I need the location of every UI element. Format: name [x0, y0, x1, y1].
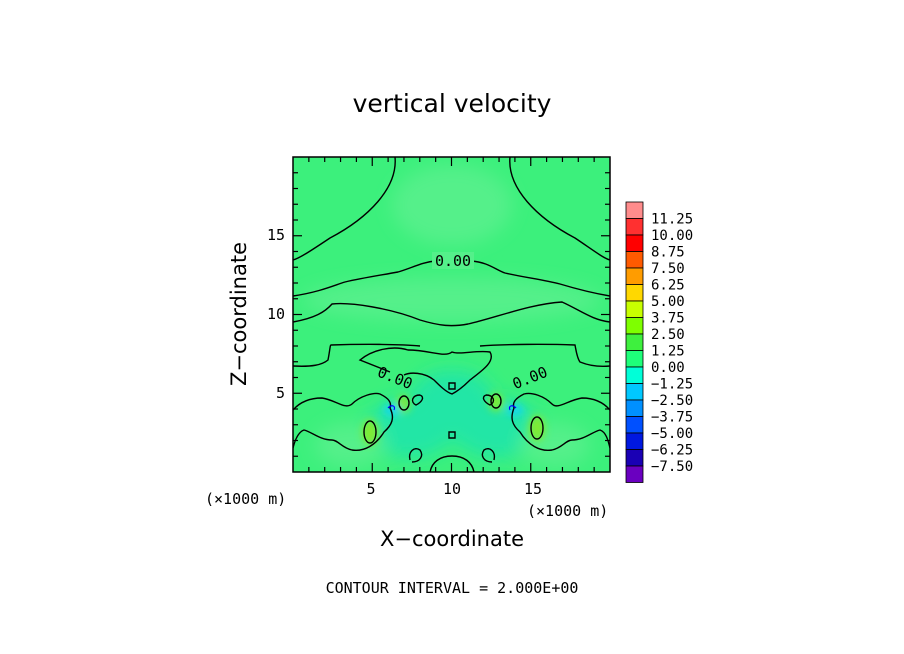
contour-lower-band	[293, 343, 610, 368]
colorbar-swatch	[625, 218, 644, 236]
contour-dome	[293, 260, 610, 297]
middle-band	[302, 278, 602, 322]
negative-contour-left	[387, 405, 396, 411]
x-unit-label: (×1000 m)	[527, 502, 608, 520]
colorbar-swatch	[625, 317, 644, 335]
colorbar-label: −1.25	[651, 377, 693, 393]
colorbar-label: −7.50	[651, 459, 693, 475]
contour-small-bottom	[448, 431, 456, 439]
z-tick-label-15: 15	[267, 226, 285, 244]
contour-bottom-left-loop	[408, 448, 423, 463]
z-axis-label: Z−coordinate	[227, 242, 251, 386]
axis-ticks	[293, 157, 610, 472]
contour-interval-note: CONTOUR INTERVAL = 2.000E+00	[326, 579, 579, 597]
x-tick-label-15: 15	[524, 480, 542, 498]
colorbar-label: 10.00	[651, 228, 693, 244]
colorbar-swatch	[625, 416, 644, 434]
colorbar-swatch	[625, 201, 644, 219]
contour-label-top: 0.00	[435, 252, 471, 270]
z-tick-label-10: 10	[267, 305, 285, 323]
colorbar-swatch	[625, 300, 644, 318]
colorbar-swatch	[625, 449, 644, 467]
colorbar-label: 5.00	[651, 294, 685, 310]
x-tick-label-5: 5	[366, 480, 375, 498]
contour-bottom-center	[429, 455, 475, 472]
colorbar-label: 2.50	[651, 327, 685, 343]
negative-contour-right	[508, 405, 517, 411]
contour-central-lobe	[358, 347, 492, 395]
contour-inner-left-core	[398, 395, 410, 411]
colorbar-label: 11.25	[651, 212, 693, 228]
colorbar-swatch	[625, 251, 644, 269]
contour-upper-left	[293, 157, 396, 261]
colorbar-label: −5.00	[651, 426, 693, 442]
colorbar-label: 3.75	[651, 311, 685, 327]
contour-lower-right	[511, 392, 610, 452]
contour-small-top	[448, 382, 456, 390]
colorbar-swatch	[625, 465, 644, 483]
upper-center-band	[392, 165, 512, 245]
contour-label-backdrop-top	[432, 252, 474, 269]
left-downdraft-core	[383, 404, 401, 416]
colorbar-swatch	[625, 284, 644, 302]
colorbar-label: −6.25	[651, 443, 693, 459]
chart-title: vertical velocity	[353, 89, 552, 118]
central-downdraft-region	[412, 370, 492, 420]
negative-contours	[387, 405, 517, 411]
contour-left-core	[363, 420, 377, 444]
contour-lower-left	[293, 392, 394, 452]
colorbar-label: −2.50	[651, 393, 693, 409]
colorbar-swatch	[625, 432, 644, 450]
colorbar-label: 8.75	[651, 245, 685, 261]
colorbar-swatch	[625, 350, 644, 368]
z-tick-label-5: 5	[276, 384, 285, 402]
colorbar: 11.2510.008.757.506.255.003.752.501.250.…	[625, 201, 693, 483]
colorbar-label: 6.25	[651, 278, 685, 294]
colorbar-label: 7.50	[651, 261, 685, 277]
contour-bottom-right-loop	[481, 448, 496, 463]
colorbar-swatch	[625, 267, 644, 285]
colorbar-label: 1.25	[651, 344, 685, 360]
colorbar-swatch	[625, 234, 644, 252]
left-updraft-core	[362, 419, 378, 445]
z-unit-label: (×1000 m)	[205, 490, 286, 508]
contour-inner-right-core	[490, 393, 502, 409]
right-updraft-core	[529, 415, 545, 441]
contour-right-core	[530, 416, 544, 440]
contour-small-left	[411, 394, 424, 406]
colorbar-swatch	[625, 399, 644, 417]
colorbar-label: 0.00	[651, 360, 685, 376]
colorbar-swatch	[625, 366, 644, 384]
contour-lines	[293, 157, 610, 472]
right-downdraft-core	[506, 404, 524, 416]
colorbar-label: −3.75	[651, 410, 693, 426]
colorbar-swatch	[625, 383, 644, 401]
x-axis-label: X−coordinate	[380, 527, 524, 551]
velocity-field	[293, 157, 610, 472]
colorbar-swatch	[625, 333, 644, 351]
contour-middle	[293, 301, 610, 327]
x-tick-label-10: 10	[443, 480, 461, 498]
contour-upper-right	[509, 157, 610, 261]
